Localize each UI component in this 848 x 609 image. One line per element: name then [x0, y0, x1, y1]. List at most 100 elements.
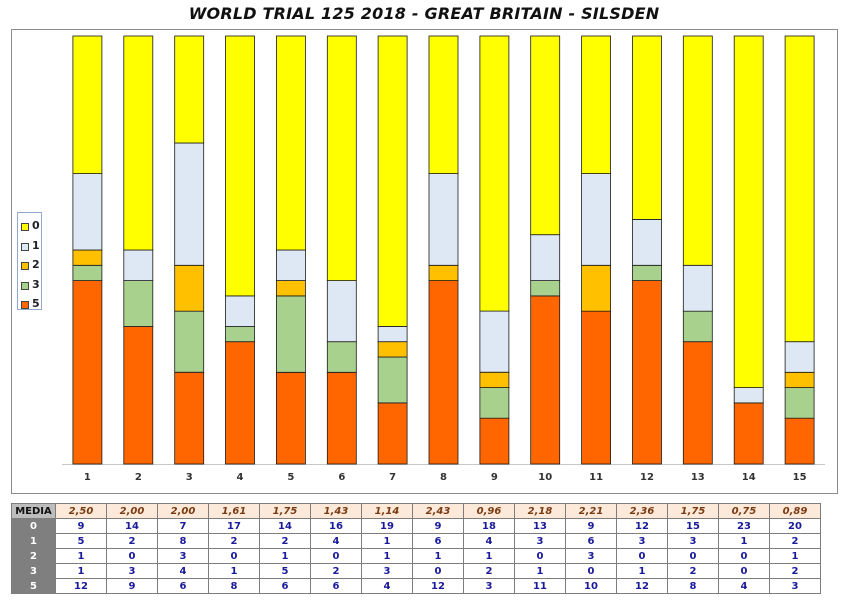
table-row-score-5-cell-4: 8	[208, 578, 260, 594]
bar-segment-6-score-1	[326, 280, 357, 343]
table-row-score-1-cell-6: 4	[310, 533, 362, 549]
table-row-score-0-header: 0	[11, 518, 56, 534]
table-row-media-cell-11: 2,21	[565, 503, 617, 519]
bar-segment-8-score-0	[428, 35, 459, 175]
table-row-media-cell-3: 2,00	[157, 503, 209, 519]
chart-title: WORLD TRIAL 125 2018 - GREAT BRITAIN - S…	[188, 4, 660, 23]
table-row-score-0-cell-4: 17	[208, 518, 260, 534]
table-row-score-1-cell-5: 2	[259, 533, 311, 549]
table-row-score-3-cell-1: 1	[55, 563, 107, 579]
bar-segment-9-score-2	[479, 371, 510, 388]
bar-segment-2-score-3	[123, 280, 154, 327]
bar-segment-8-score-2	[428, 264, 459, 282]
bar-segment-9-score-3	[479, 387, 510, 419]
table-row-score-0-cell-6: 16	[310, 518, 362, 534]
table-row-score-3-cell-8: 0	[412, 563, 464, 579]
bar-segment-9-score-0	[479, 35, 510, 312]
table-row-score-2-header: 2	[11, 548, 56, 564]
table-row-media-cell-13: 1,75	[667, 503, 719, 519]
bar-segment-14-score-0	[733, 35, 764, 389]
table-row-score-3-cell-14: 0	[718, 563, 770, 579]
table-row-score-3-cell-7: 3	[361, 563, 413, 579]
legend: 0 1 2 3 5	[17, 212, 42, 310]
table-row-media-cell-2: 2,00	[106, 503, 158, 519]
bar-segment-15-score-3	[784, 387, 815, 419]
table-row-score-5-cell-5: 6	[259, 578, 311, 594]
table-row-score-5-cell-12: 12	[616, 578, 668, 594]
bar-segment-15-score-2	[784, 371, 815, 388]
bar-segment-3-score-3	[174, 310, 205, 373]
table-row-score-1-cell-2: 2	[106, 533, 158, 549]
table-row-score-2-cell-15: 1	[769, 548, 821, 564]
bar-segment-4-score-3	[225, 325, 255, 343]
table-row-score-0-cell-5: 14	[259, 518, 311, 534]
table-row-score-3-cell-11: 0	[565, 563, 617, 579]
bar-segment-5-score-0	[275, 35, 306, 251]
bar-segment-11-score-1	[581, 173, 611, 266]
bar-segment-3-score-0	[174, 35, 205, 144]
data-table: MEDIA 2,50 2,00 2,00 1,61 1,75 1,43 1,14 2,43 0,9…	[11, 503, 821, 594]
table-row-media-header: MEDIA	[11, 503, 56, 519]
table-row-score-2-cell-4: 0	[208, 548, 260, 564]
table-row-score-0-cell-14: 23	[718, 518, 770, 534]
bar-segment-9-score-5	[479, 417, 510, 465]
x-tick-label-10: 10	[538, 472, 552, 483]
table-row-score-0-cell-11: 9	[565, 518, 617, 534]
bar-segment-5-score-1	[275, 249, 306, 282]
bar-segment-13-score-0	[682, 35, 713, 266]
bar-segment-15-score-0	[784, 35, 815, 343]
bar-segment-6-score-3	[326, 341, 357, 373]
chart-area: 1 2 3 4 5 6 7 8 9 10 11 12 13 14 15	[11, 29, 838, 494]
bar-segment-6-score-5	[326, 371, 357, 465]
table-row-score-2-cell-7: 1	[361, 548, 413, 564]
table-row-score-2-cell-2: 0	[106, 548, 158, 564]
x-tick-label-14: 14	[742, 472, 756, 483]
x-tick-label-7: 7	[389, 472, 396, 483]
table-row-media-cell-8: 2,43	[412, 503, 464, 519]
table-row-score-5-cell-7: 4	[361, 578, 413, 594]
bar-segment-12-score-3	[632, 264, 662, 282]
x-tick-label-12: 12	[640, 472, 654, 483]
table-row-score-2-cell-6: 0	[310, 548, 362, 564]
bar-segment-12-score-5	[632, 280, 662, 465]
x-tick-label-6: 6	[338, 472, 345, 483]
table-row-score-2-cell-3: 3	[157, 548, 209, 564]
bar-segment-11-score-0	[581, 35, 611, 175]
x-tick-label-11: 11	[589, 472, 603, 483]
table-row-score-1-cell-13: 3	[667, 533, 719, 549]
table-row-score-5-cell-2: 9	[106, 578, 158, 594]
table-row-score-5-cell-1: 12	[55, 578, 107, 594]
bar-segment-12-score-1	[632, 218, 662, 266]
table-row-score-2-cell-12: 0	[616, 548, 668, 564]
bar-segment-7-score-0	[377, 35, 408, 327]
table-row-score-2-cell-10: 0	[514, 548, 566, 564]
table-row-score-2-cell-14: 0	[718, 548, 770, 564]
bar-segment-11-score-5	[581, 310, 611, 465]
table-row-score-5-header: 5	[11, 578, 56, 594]
table-row-media-cell-4: 1,61	[208, 503, 260, 519]
bar-segment-13-score-3	[682, 310, 713, 343]
table-row-score-5: 5 12 9 6 8 6 6 4 12 3 11 10 12 8 4 3	[11, 578, 821, 594]
table-row-score-3-cell-10: 1	[514, 563, 566, 579]
bar-segment-7-score-2	[377, 341, 408, 358]
table-row-score-3-cell-15: 2	[769, 563, 821, 579]
bar-segment-8-score-5	[428, 280, 459, 465]
bar-segment-7-score-3	[377, 356, 408, 404]
stacked-bar-chart: 1 2 3 4 5 6 7 8 9 10 11 12 13 14 15	[62, 35, 825, 483]
table-row-score-0-cell-13: 15	[667, 518, 719, 534]
bar-segment-3-score-5	[174, 371, 205, 465]
table-row-media-cell-5: 1,75	[259, 503, 311, 519]
table-row-media: MEDIA 2,50 2,00 2,00 1,61 1,75 1,43 1,14 2,43 0,9…	[11, 503, 821, 519]
bar-segment-5-score-5	[275, 371, 306, 465]
table-row-score-3-cell-13: 2	[667, 563, 719, 579]
x-tick-label-15: 15	[793, 472, 807, 483]
table-row-score-2-cell-5: 1	[259, 548, 311, 564]
table-row-score-3-cell-4: 1	[208, 563, 260, 579]
table-row-media-cell-9: 0,96	[463, 503, 515, 519]
bar-segment-4-score-5	[225, 341, 255, 465]
bar-segment-11-score-2	[581, 264, 611, 312]
table-row-score-5-cell-6: 6	[310, 578, 362, 594]
